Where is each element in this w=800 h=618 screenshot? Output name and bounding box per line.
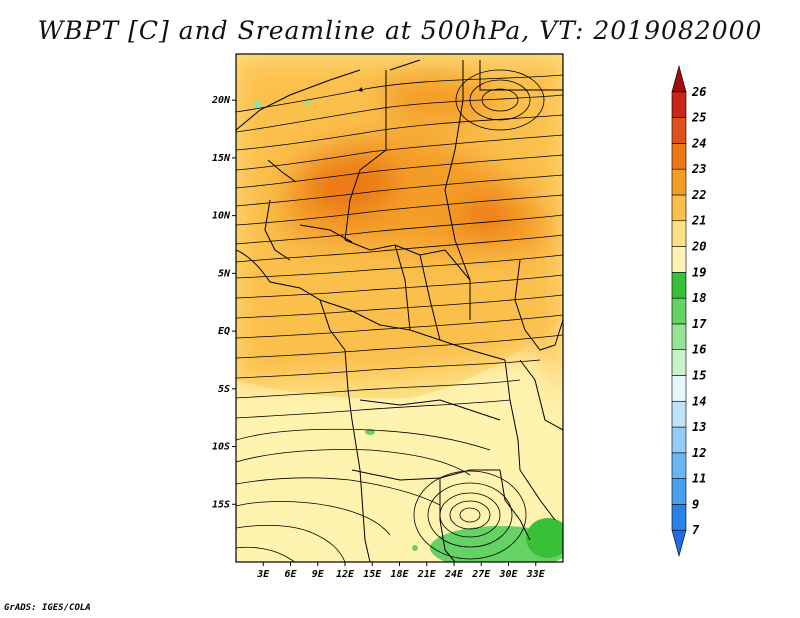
colorbar-swatch [671,220,687,247]
lon-tick-label: 9E [312,569,325,580]
lat-tick-label: 5S [218,384,230,395]
colorbar-swatch [671,452,687,479]
colorbar-label: 26 [691,85,706,99]
colorbar-swatch [671,375,687,402]
colorbar-label: 12 [692,446,706,460]
colorbar-label: 19 [692,265,706,279]
colorbar-swatch [671,297,687,325]
latitude-axis: 20N 15N 10N 5N EQ 5S 10S 15S [211,95,236,510]
lat-tick-label: 5N [218,268,231,279]
colorbar-swatch [671,64,687,93]
lat-tick-label: 10N [212,211,231,222]
colorbar-swatch [671,478,687,505]
lon-tick-label: 3E [256,569,270,580]
colorbar-swatch [671,504,687,531]
colorbar-swatch [671,323,687,350]
colorbar-label: 25 [691,111,706,125]
lon-tick-label: 15E [363,569,382,580]
lon-tick-label: 30E [498,569,518,580]
colorbar-label: 7 [692,523,700,537]
streamlines [236,69,563,562]
lat-tick-label: 20N [211,95,231,106]
lon-tick-label: 27E [471,569,491,580]
lon-tick-label: 33E [526,569,546,580]
colorbar-label: 24 [691,136,706,150]
lat-tick-label: EQ [218,326,230,337]
colorbar-label: 11 [692,472,706,486]
colorbar-swatch [671,246,687,273]
country-borders [236,59,563,562]
colorbar-swatch [671,168,687,196]
lat-tick-label: 15N [212,153,231,164]
colorbar-label: 9 [692,497,699,511]
lat-tick-label: 15S [212,499,230,510]
colorbar-label: 22 [691,188,706,202]
colorbar-swatch [671,400,687,428]
colorbar-label: 13 [692,420,706,434]
lon-tick-label: 18E [390,569,409,580]
lon-tick-label: 6E [284,569,297,580]
colorbar-label: 18 [692,291,706,305]
colorbar-swatch [671,143,687,170]
colorbar-label: 14 [692,394,706,408]
colorbar-label: 17 [692,317,707,331]
map-title: WBPT [C] and Sreamline at 500hPa, VT: 20… [37,16,763,45]
colorbar-label: 20 [691,240,706,254]
colorbar-label: 21 [691,214,706,228]
colorbar-swatch [671,194,687,222]
credit-text: GrADS: IGES/COLA [4,603,91,613]
longitude-axis: 3E 6E 9E 12E 15E 18E 21E 24E 27E 30E 33E [256,562,546,580]
colorbar: 7 9 11 12 13 14 15 16 17 18 19 20 21 22 23 24 25 26 [671,64,707,558]
lon-tick-label: 24E [444,569,464,580]
wbpt-field [236,54,563,562]
colorbar-label: 23 [691,162,706,176]
colorbar-swatch [671,349,687,376]
colorbar-swatch [671,426,687,454]
colorbar-label: 15 [692,368,706,382]
lat-tick-label: 10S [212,442,230,453]
colorbar-swatch [671,529,687,558]
lon-tick-label: 21E [417,569,437,580]
colorbar-swatch [671,91,687,118]
colorbar-label: 16 [692,343,706,357]
colorbar-swatch [671,117,687,144]
colorbar-swatch [671,272,687,299]
lon-tick-label: 12E [336,569,355,580]
